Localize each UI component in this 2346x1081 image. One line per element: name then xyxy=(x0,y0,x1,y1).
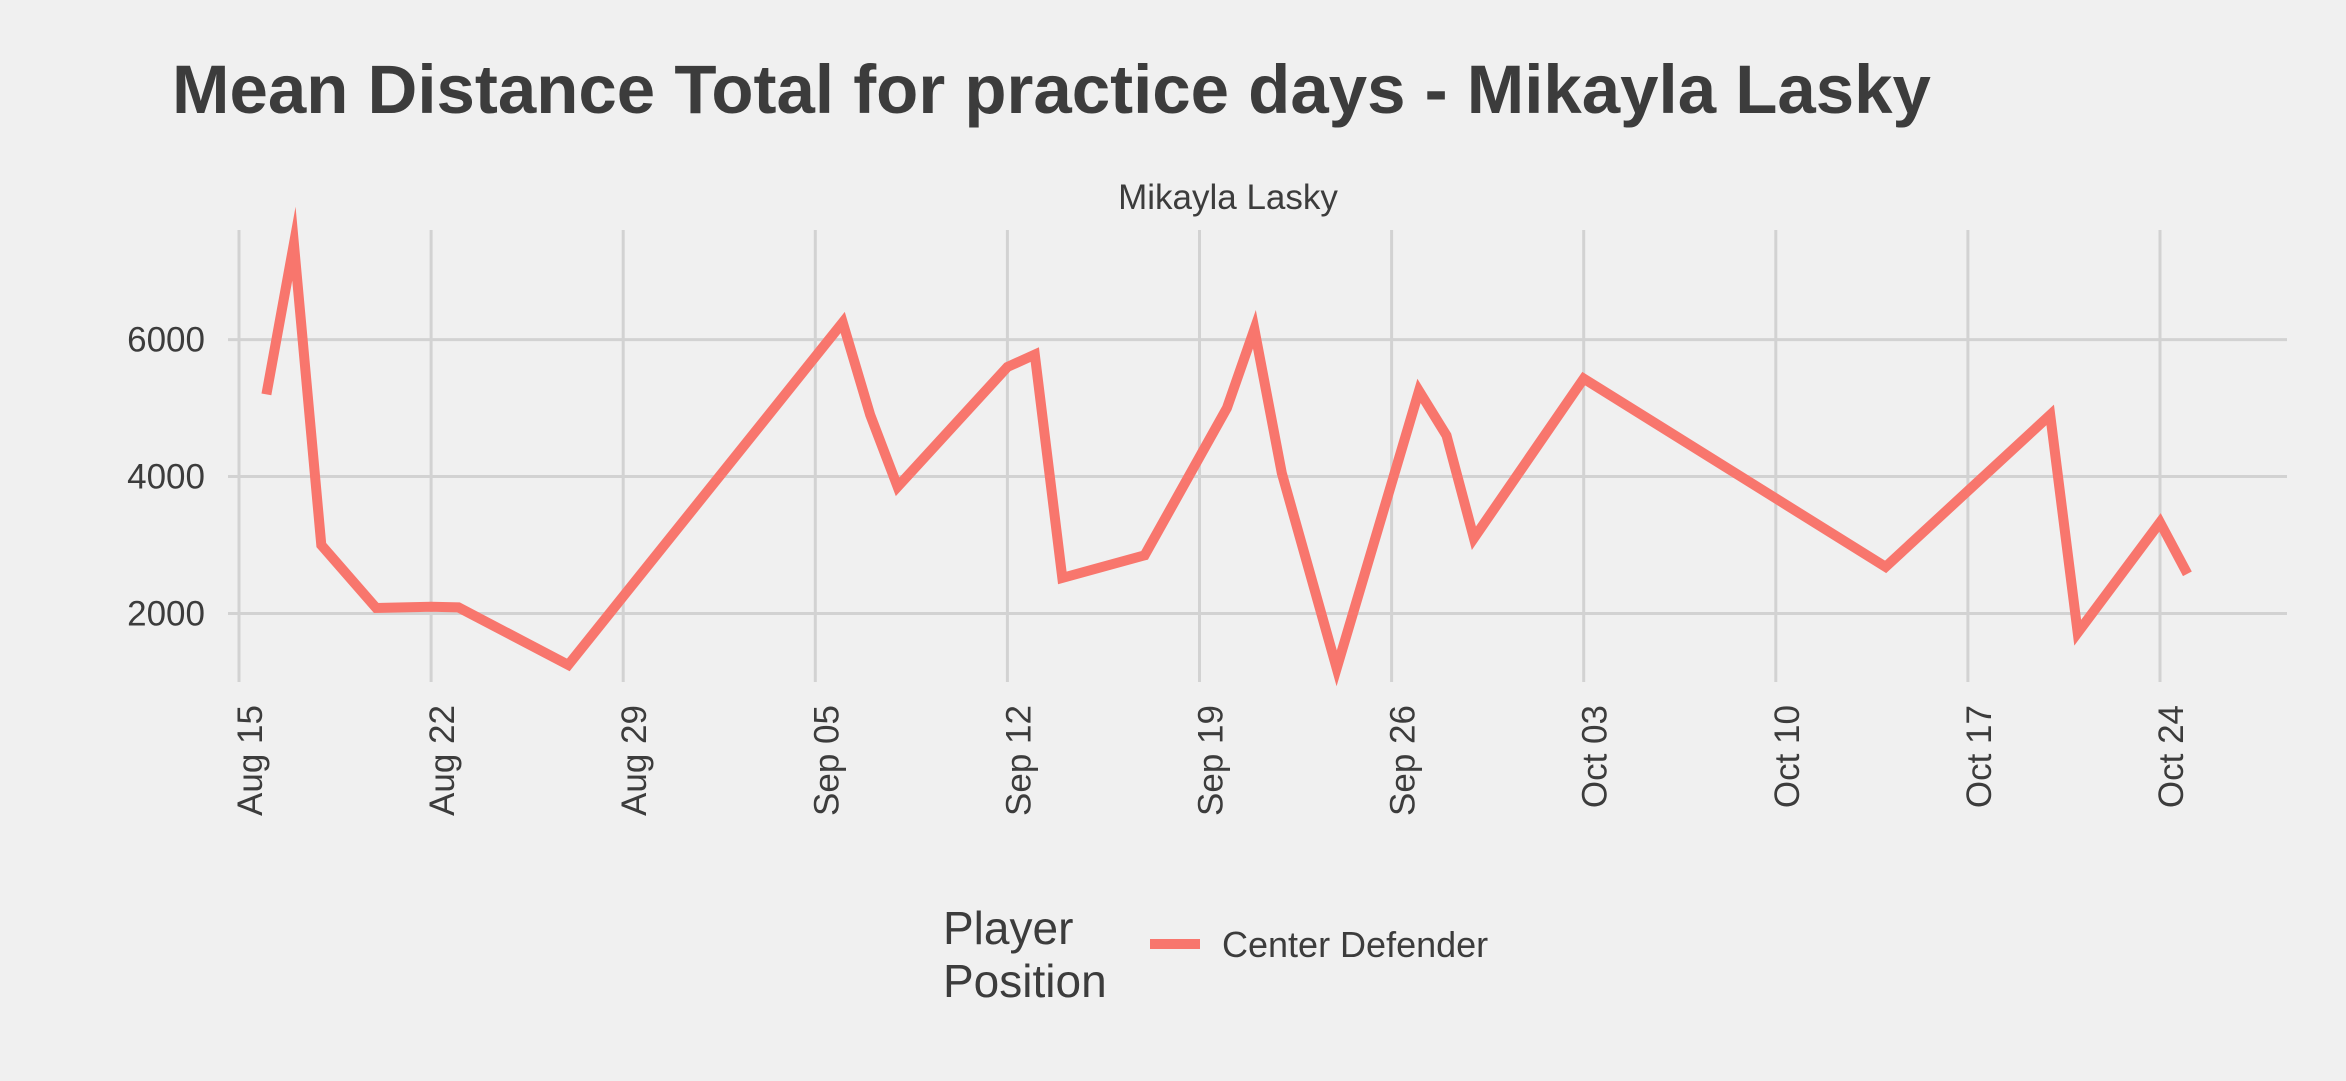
legend-title-line-2: Position xyxy=(943,955,1107,1007)
grid-lines xyxy=(228,230,2287,682)
legend-label-center-defender: Center Defender xyxy=(1222,924,1488,965)
legend-title: Player Position xyxy=(943,902,1107,1007)
y-tick-label-6000: 6000 xyxy=(127,321,205,360)
x-tick-label-sep-05: Sep 05 xyxy=(807,705,846,816)
x-tick-label-sep-19: Sep 19 xyxy=(1192,705,1231,816)
x-tick-label-aug-29: Aug 29 xyxy=(615,705,654,816)
x-tick-label-oct-17: Oct 17 xyxy=(1960,705,1999,808)
legend: Player Position Center Defender xyxy=(943,902,1488,1007)
x-tick-label-sep-26: Sep 26 xyxy=(1384,705,1423,816)
x-tick-label-aug-15: Aug 15 xyxy=(231,705,270,816)
x-tick-label-oct-24: Oct 24 xyxy=(2152,705,2191,808)
x-tick-label-oct-10: Oct 10 xyxy=(1768,705,1807,808)
x-tick-label-oct-03: Oct 03 xyxy=(1576,705,1615,808)
legend-title-line-1: Player xyxy=(943,902,1073,954)
x-tick-label-sep-12: Sep 12 xyxy=(999,705,1038,816)
y-tick-label-2000: 2000 xyxy=(127,595,205,634)
x-axis-tick-labels: Aug 15 Aug 22 Aug 29 Sep 05 Sep 12 Sep 19 Sep … xyxy=(231,705,2191,816)
chart-title: Mean Distance Total for practice days - … xyxy=(172,51,1931,128)
chart-subtitle: Mikayla Lasky xyxy=(1118,178,1338,217)
x-tick-label-aug-22: Aug 22 xyxy=(423,705,462,816)
y-axis-tick-labels: 2000 4000 6000 xyxy=(127,321,205,634)
y-tick-label-4000: 4000 xyxy=(127,458,205,497)
series-lines xyxy=(261,206,2192,687)
series-line-center-defender xyxy=(261,206,2192,687)
